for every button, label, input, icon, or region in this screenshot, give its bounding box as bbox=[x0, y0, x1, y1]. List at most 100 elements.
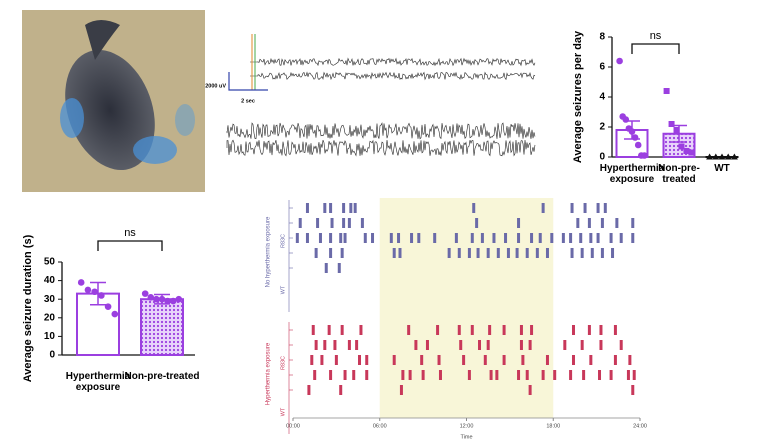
x-axis-title: Time bbox=[460, 434, 472, 440]
significance-bracket bbox=[631, 43, 680, 54]
seizure-event bbox=[421, 370, 425, 380]
seizure-event bbox=[628, 355, 632, 365]
seizure-event bbox=[298, 218, 302, 228]
seizure-event bbox=[433, 233, 437, 243]
data-point bbox=[153, 295, 160, 303]
seizure-event bbox=[457, 248, 461, 258]
seizure-event bbox=[580, 340, 584, 350]
seizure-event bbox=[352, 370, 356, 380]
y-tick-label: 40 bbox=[44, 275, 56, 286]
seizure-event bbox=[589, 355, 593, 365]
seizure-event bbox=[330, 218, 334, 228]
seizure-event bbox=[528, 340, 532, 350]
data-point bbox=[668, 121, 675, 127]
seizure-event bbox=[506, 248, 510, 258]
seizure-event bbox=[569, 370, 573, 380]
seizure-event bbox=[342, 203, 346, 213]
seizure-event bbox=[545, 248, 549, 258]
seizure-event bbox=[583, 203, 587, 213]
seizure-event bbox=[538, 233, 542, 243]
x-tick-label: 00:00 bbox=[286, 423, 300, 429]
seizure-event bbox=[571, 355, 575, 365]
seizure-event bbox=[310, 355, 314, 365]
data-point bbox=[141, 290, 149, 297]
seizure-event bbox=[295, 233, 299, 243]
group-label: Hyperthermia exposure bbox=[266, 342, 272, 405]
seizure-event bbox=[340, 325, 344, 335]
eeg-traces: 2000 uV 2 sec bbox=[205, 34, 536, 157]
x-tick-label: 18:00 bbox=[546, 423, 560, 429]
seizure-event bbox=[525, 370, 529, 380]
seizure-event bbox=[467, 248, 471, 258]
seizure-event bbox=[410, 233, 414, 243]
data-point bbox=[98, 292, 105, 299]
seizure-event bbox=[436, 325, 440, 335]
seizure-event bbox=[603, 203, 607, 213]
seizure-event bbox=[392, 248, 396, 258]
seizure-event bbox=[609, 233, 613, 243]
seizure-event bbox=[528, 385, 532, 395]
seizure-event bbox=[329, 370, 333, 380]
seizure-event bbox=[515, 248, 519, 258]
seizure-event bbox=[631, 385, 635, 395]
y-tick-label: 2 bbox=[599, 122, 605, 133]
seizure-event bbox=[313, 370, 317, 380]
seizure-event bbox=[550, 233, 554, 243]
data-point bbox=[641, 152, 648, 159]
seizure-event bbox=[311, 325, 315, 335]
seizure-event bbox=[457, 325, 461, 335]
data-point bbox=[724, 153, 732, 160]
seizure-event bbox=[438, 370, 442, 380]
seizure-event bbox=[553, 370, 557, 380]
seizure-event bbox=[576, 218, 580, 228]
seizure-event bbox=[517, 370, 521, 380]
seizure-event bbox=[480, 233, 484, 243]
seizure-event bbox=[359, 325, 363, 335]
seizure-event bbox=[530, 325, 534, 335]
seizure-event bbox=[476, 248, 480, 258]
seizure-event bbox=[486, 340, 490, 350]
seizure-event bbox=[420, 355, 424, 365]
photo bbox=[22, 10, 205, 192]
seizure-event bbox=[598, 370, 602, 380]
seizure-event bbox=[600, 218, 604, 228]
seizure-event bbox=[401, 370, 405, 380]
seizure-event bbox=[521, 355, 525, 365]
seizure-event bbox=[579, 233, 583, 243]
seizure-event bbox=[525, 248, 529, 258]
seizure-event bbox=[541, 203, 545, 213]
data-point bbox=[104, 303, 112, 310]
seizure-event bbox=[365, 355, 369, 365]
y-tick-label: 0 bbox=[599, 152, 605, 163]
seizure-event bbox=[337, 263, 341, 273]
x-tick-label: Non-pre-treated bbox=[124, 371, 200, 382]
data-point bbox=[622, 116, 630, 123]
seizure-event bbox=[504, 233, 508, 243]
seizure-event bbox=[570, 248, 574, 258]
seizure-event bbox=[307, 385, 311, 395]
seizure-event bbox=[472, 203, 476, 213]
seizure-event bbox=[437, 355, 441, 365]
data-point bbox=[111, 310, 119, 318]
seizure-event bbox=[343, 370, 347, 380]
seizure-event bbox=[339, 233, 343, 243]
seizure-event bbox=[417, 233, 421, 243]
seizure-event bbox=[631, 233, 635, 243]
seizure-event bbox=[349, 203, 353, 213]
seizure-event bbox=[462, 355, 466, 365]
seizure-event bbox=[488, 325, 492, 335]
seizure-event bbox=[327, 325, 331, 335]
seizure-event bbox=[492, 233, 496, 243]
seizure-event bbox=[545, 355, 549, 365]
seizure-event bbox=[355, 340, 359, 350]
data-point bbox=[616, 57, 623, 65]
seizure-event bbox=[371, 233, 375, 243]
bar bbox=[140, 298, 184, 357]
seizure-event bbox=[561, 233, 565, 243]
seizure-event bbox=[347, 340, 351, 350]
seizure-event bbox=[596, 233, 600, 243]
data-point bbox=[158, 295, 166, 303]
seizure-event bbox=[599, 340, 603, 350]
seizure-event bbox=[347, 218, 351, 228]
